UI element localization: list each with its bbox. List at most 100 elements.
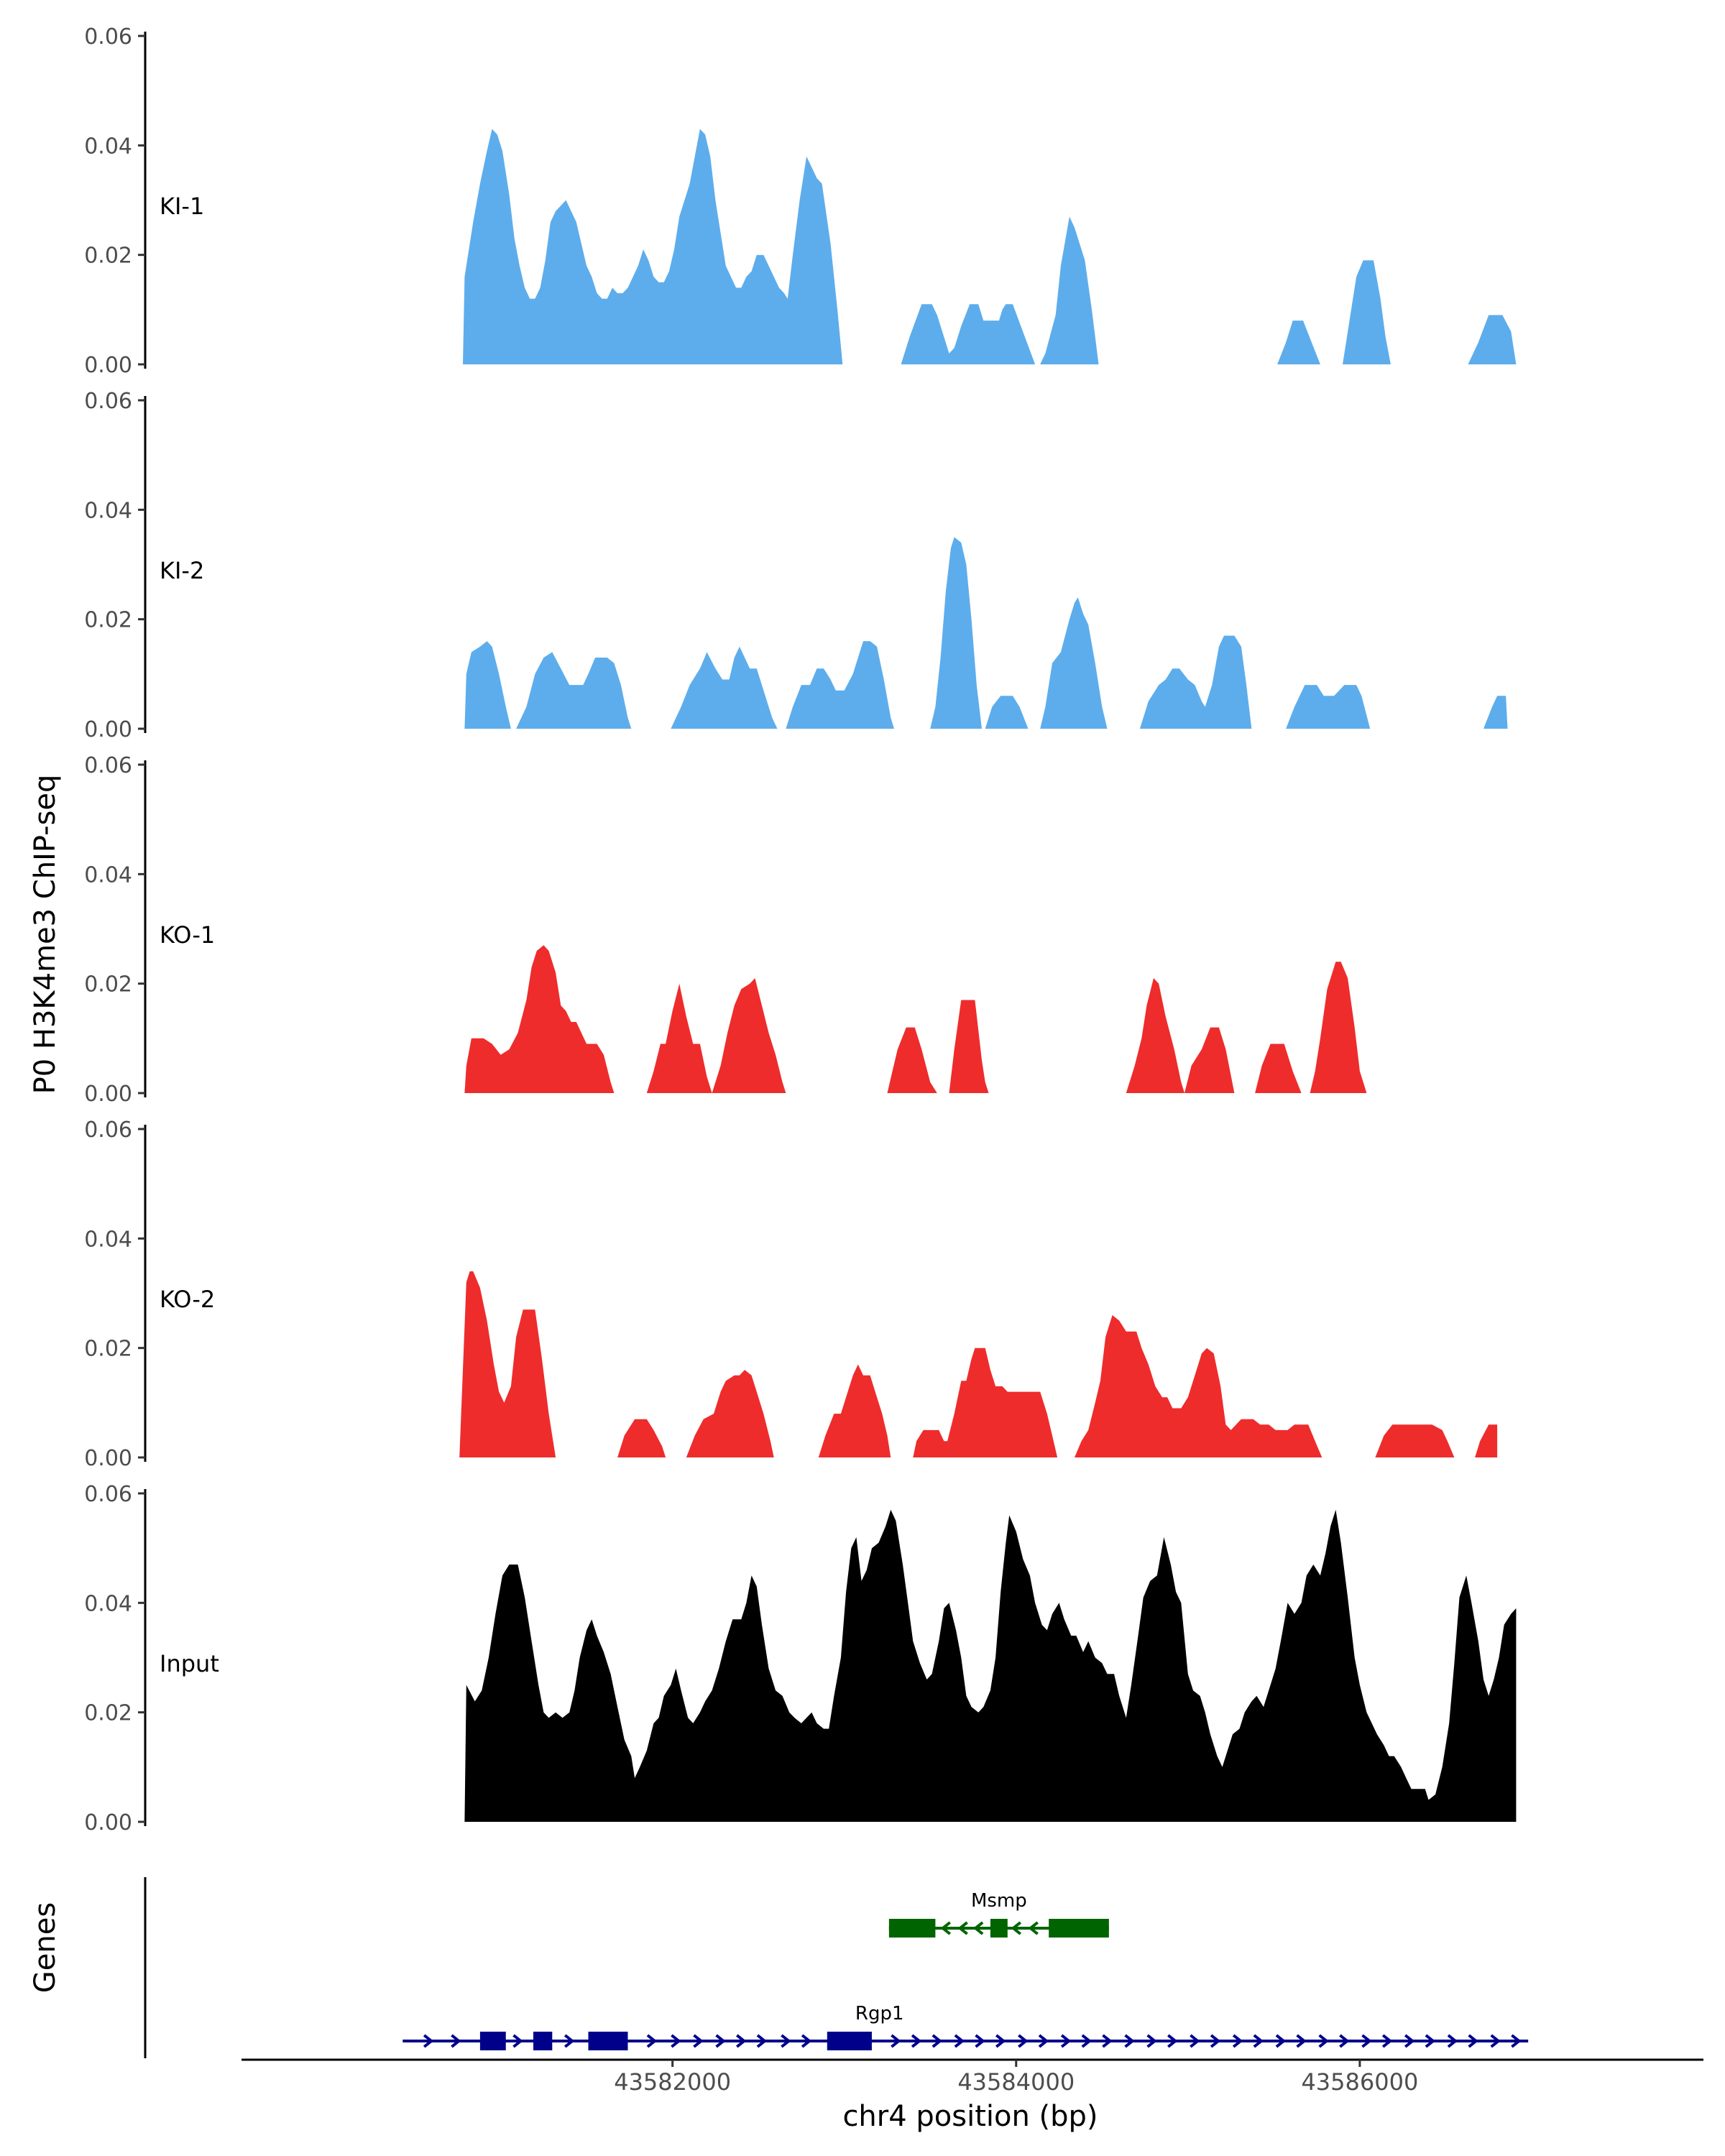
strand-arrow — [1404, 2034, 1415, 2048]
gene-exon — [1049, 1919, 1109, 1938]
strand-arrow — [1210, 2034, 1221, 2048]
y-axis-title: P0 H3K4me3 ChIP-seq — [29, 775, 62, 1095]
strand-arrow — [1167, 2034, 1178, 2048]
gene-track: Msmp Rgp1 — [144, 1877, 1529, 2058]
strand-arrow — [1146, 2034, 1157, 2048]
strand-arrow — [891, 2034, 901, 2048]
strand-arrow — [1318, 2034, 1329, 2048]
x-tick-label: 43582000 — [614, 2068, 731, 2096]
strand-arrow — [1060, 2034, 1072, 2048]
y-tick-label: 0.02 — [84, 608, 132, 633]
y-tick-label: 0.04 — [84, 1591, 132, 1616]
track-panel-input: 0.00 0.02 0.04 0.06 Input — [84, 1482, 1517, 1835]
strand-arrow — [1081, 2034, 1092, 2048]
strand-arrow — [1038, 2034, 1049, 2048]
strand-arrow — [1468, 2034, 1478, 2048]
coverage-area-ko-1 — [464, 945, 1367, 1093]
gene-exon — [827, 2032, 872, 2050]
strand-arrow — [932, 2034, 942, 2048]
track-panel-ko-1: 0.00 0.02 0.04 0.06 KO-1 — [84, 753, 1367, 1107]
strand-arrow — [671, 2034, 681, 2048]
gene-exon — [888, 1919, 936, 1938]
y-tick-label: 0.04 — [84, 862, 132, 888]
y-tick-label: 0.00 — [84, 1082, 132, 1107]
y-tick-label: 0.02 — [84, 244, 132, 269]
track-panel-ki-1: 0.00 0.02 0.04 0.06 KI-1 — [84, 24, 1517, 378]
strand-arrow — [1028, 1921, 1039, 1935]
strand-arrow — [756, 2034, 768, 2048]
track-label: Input — [160, 1650, 219, 1677]
gene-exon — [990, 1919, 1008, 1938]
coverage-area-input — [464, 1509, 1517, 1822]
strand-arrow — [512, 2034, 523, 2048]
y-tick-label: 0.06 — [84, 1482, 132, 1507]
strand-arrow — [646, 2034, 658, 2048]
strand-arrow — [715, 2034, 726, 2048]
coverage-tracks: 0.00 0.02 0.04 0.06 KI-1 0.00 0.02 0.04 0.06 KI-2… — [84, 24, 1517, 1835]
strand-arrow — [1232, 2034, 1243, 2048]
strand-arrow — [954, 2034, 965, 2048]
y-tick-label: 0.04 — [84, 498, 132, 523]
y-tick-label: 0.00 — [84, 717, 132, 742]
strand-arrow — [1490, 2034, 1501, 2048]
y-tick-label: 0.06 — [84, 1118, 132, 1143]
strand-arrow — [736, 2034, 747, 2048]
strand-arrow — [1124, 2034, 1135, 2048]
strand-arrow — [1018, 2034, 1029, 2048]
track-panel-ko-2: 0.00 0.02 0.04 0.06 KO-2 — [84, 1118, 1498, 1471]
gene-exon — [588, 2032, 628, 2050]
strand-arrow — [781, 2034, 791, 2048]
gene-rgp1: Rgp1 — [402, 2003, 1529, 2050]
strand-arrow — [972, 1921, 984, 1935]
y-tick-label: 0.06 — [84, 24, 132, 50]
strand-arrow — [1511, 2034, 1522, 2048]
strand-arrow — [1381, 2034, 1393, 2048]
x-tick-label: 43586000 — [1301, 2068, 1418, 2096]
x-tick-label: 43584000 — [957, 2068, 1075, 2096]
y-tick-label: 0.02 — [84, 972, 132, 998]
strand-arrow — [940, 1921, 952, 1935]
coverage-area-ko-2 — [459, 1271, 1498, 1457]
y-tick-label: 0.02 — [84, 1337, 132, 1362]
strand-arrow — [1011, 1921, 1022, 1935]
genes-axis-title: Genes — [29, 1902, 62, 1993]
coverage-area-ki-1 — [463, 129, 1517, 364]
y-tick-label: 0.06 — [84, 389, 132, 414]
gene-name-label: Msmp — [971, 1890, 1027, 1912]
gene-msmp: Msmp — [888, 1890, 1109, 1938]
strand-arrow — [1361, 2034, 1372, 2048]
x-axis: 43582000 43584000 43586000 — [242, 2058, 1703, 2096]
strand-arrow — [693, 2034, 704, 2048]
strand-arrow — [423, 2034, 434, 2048]
track-label: KI-1 — [160, 193, 204, 220]
y-tick-label: 0.00 — [84, 1810, 132, 1835]
track-panel-ki-2: 0.00 0.02 0.04 0.06 KI-2 — [84, 389, 1508, 742]
strand-arrow — [957, 1921, 968, 1935]
gene-name-label: Rgp1 — [855, 2003, 904, 2024]
strand-arrow — [1253, 2034, 1264, 2048]
x-axis-title: chr4 position (bp) — [842, 2100, 1098, 2133]
strand-arrow — [1275, 2034, 1287, 2048]
gene-exon — [533, 2032, 553, 2050]
strand-arrow — [1425, 2034, 1436, 2048]
strand-arrow — [975, 2034, 985, 2048]
strand-arrow — [1296, 2034, 1307, 2048]
y-tick-label: 0.02 — [84, 1701, 132, 1726]
y-tick-label: 0.06 — [84, 753, 132, 778]
strand-arrow — [451, 2034, 461, 2048]
strand-arrow — [801, 2034, 812, 2048]
strand-arrow — [1447, 2034, 1458, 2048]
track-label: KO-2 — [160, 1286, 215, 1313]
track-label: KI-2 — [160, 557, 204, 584]
y-tick-label: 0.04 — [84, 134, 132, 159]
strand-arrow — [995, 2034, 1006, 2048]
strand-arrow — [1190, 2034, 1200, 2048]
strand-arrow — [564, 2034, 575, 2048]
y-tick-label: 0.04 — [84, 1227, 132, 1252]
track-label: KO-1 — [160, 921, 215, 949]
gene-exon — [479, 2032, 506, 2050]
y-tick-label: 0.00 — [84, 1446, 132, 1471]
strand-arrow — [911, 2034, 922, 2048]
strand-arrow — [1102, 2034, 1113, 2048]
